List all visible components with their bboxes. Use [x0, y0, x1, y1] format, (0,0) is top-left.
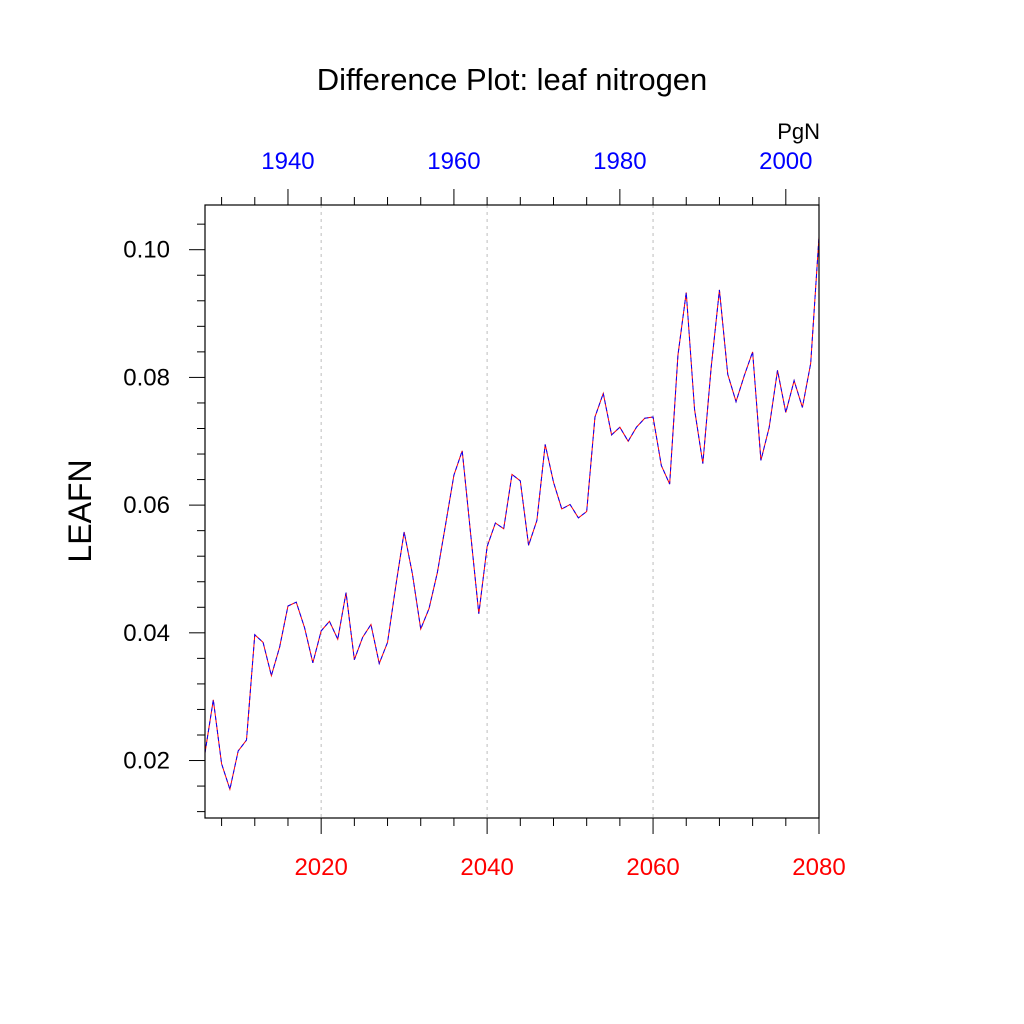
y-tick-label: 0.06: [123, 492, 170, 519]
plot-frame: [204, 204, 820, 819]
series-lines: [204, 236, 820, 792]
bottom-tick-label: 2080: [792, 854, 845, 881]
axis-ticks: [189, 189, 820, 834]
top-tick-label: 1960: [427, 148, 480, 175]
units-label: PgN: [777, 119, 820, 144]
y-tick-label: 0.04: [123, 620, 170, 647]
tick-labels: 2020 2040 2060 2080 1940 1960 1980 2000 0.02 0.04…: [123, 148, 845, 881]
y-tick-label: 0.08: [123, 364, 170, 391]
bottom-tick-label: 2020: [294, 854, 347, 881]
top-tick-label: 1980: [593, 148, 646, 175]
y-tick-label: 0.02: [123, 748, 170, 775]
top-tick-label: 2000: [759, 148, 812, 175]
bottom-tick-label: 2060: [626, 854, 679, 881]
bottom-tick-label: 2040: [460, 854, 513, 881]
top-tick-label: 1940: [261, 148, 314, 175]
series-line-2: [204, 236, 820, 792]
y-tick-label: 0.10: [123, 237, 170, 264]
y-axis-label: LEAFN: [62, 459, 98, 562]
chart-title: Difference Plot: leaf nitrogen: [317, 62, 708, 97]
